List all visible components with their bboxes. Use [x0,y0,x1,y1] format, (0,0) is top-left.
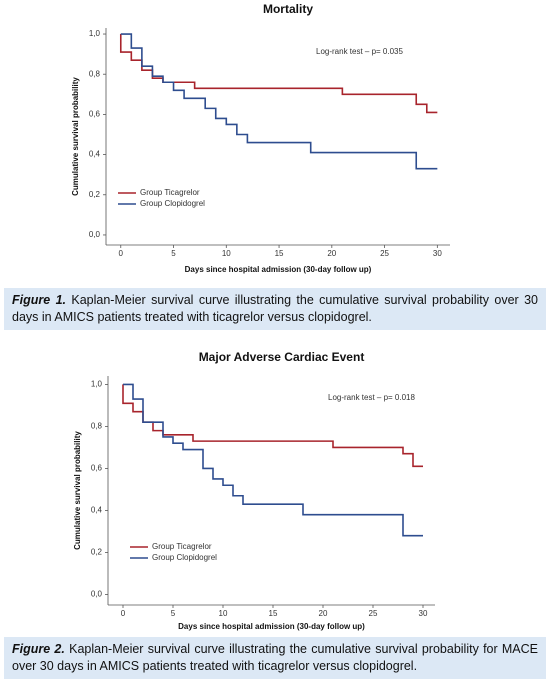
x-tick-label: 10 [219,609,228,618]
x-tick-label: 0 [121,609,126,618]
y-tick-label: 0,2 [91,548,103,557]
x-axis-label: Days since hospital admission (30-day fo… [178,622,365,631]
chart: Major Adverse Cardiac Event 0,0 0,2 0,4 0,6 0… [73,350,435,631]
annotation: Log-rank test – p= 0.018 [328,393,416,402]
caption-label: Figure 1. [12,293,66,307]
y-tick-label: 0,8 [91,422,103,431]
survival-curve [120,33,438,170]
y-tick-label: 1,0 [89,29,101,38]
y-tick-label: 0,4 [91,506,103,515]
caption-text: Kaplan-Meier survival curve illustrating… [12,293,538,324]
chart-title: Mortality [263,2,313,16]
y-tick-label: 0,4 [89,150,101,159]
annotation: Log-rank test – p= 0.035 [316,47,404,56]
legend-label: Group Clopidogrel [152,553,217,562]
legend-label: Group Ticagrelor [140,188,200,197]
x-tick-label: 10 [222,249,231,258]
y-axis-label: Cumulative survival probability [71,77,80,196]
x-tick-label: 20 [319,609,328,618]
y-axis-label: Cumulative survival probability [73,431,82,550]
x-tick-label: 20 [327,249,336,258]
legend-label: Group Ticagrelor [152,542,212,551]
x-axis-label: Days since hospital admission (30-day fo… [185,265,372,274]
y-tick-label: 1,0 [91,380,103,389]
y-tick-label: 0,0 [89,230,101,239]
y-tick-label: 0,8 [89,69,101,78]
x-tick-label: 30 [419,609,428,618]
y-tick-label: 0,2 [89,190,101,199]
x-tick-label: 25 [369,609,378,618]
survival-curve [119,34,438,114]
caption-text: Kaplan-Meier survival curve illustrating… [12,642,539,673]
caption: Figure 2. Kaplan-Meier survival curve il… [4,637,546,679]
x-tick-label: 15 [275,249,284,258]
survival-curve [123,383,423,537]
chart: Mortality 0,0 0,2 0,4 0,6 0,8 1,0 0 5 10 15 20 25 30 D… [71,2,450,274]
x-tick-label: 15 [269,609,278,618]
x-tick-label: 5 [171,249,176,258]
x-tick-label: 25 [380,249,389,258]
y-tick-label: 0,0 [91,590,103,599]
y-tick-label: 0,6 [89,110,101,119]
y-tick-label: 0,6 [91,464,103,473]
x-tick-label: 30 [433,249,442,258]
x-tick-label: 5 [171,609,176,618]
chart-title: Major Adverse Cardiac Event [199,350,365,364]
caption: Figure 1. Kaplan-Meier survival curve il… [4,288,546,330]
caption-label: Figure 2. [12,642,65,656]
x-tick-label: 0 [119,249,124,258]
legend-label: Group Clopidogrel [140,199,205,208]
